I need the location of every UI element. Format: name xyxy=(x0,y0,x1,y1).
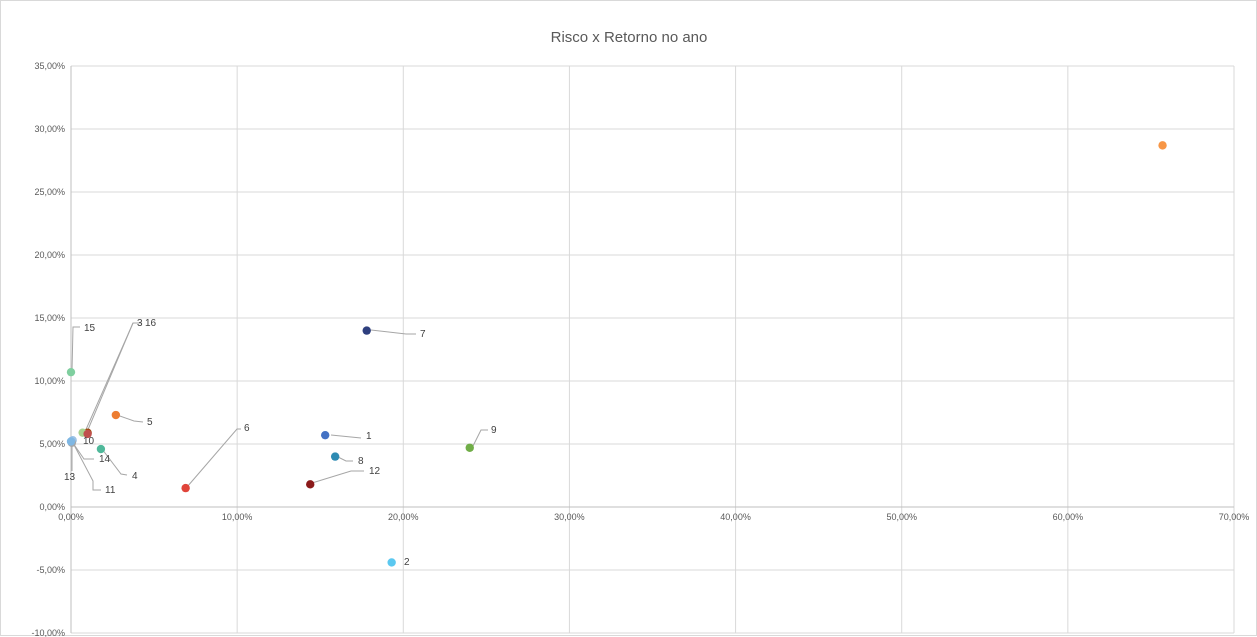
y-tick-label: 5,00% xyxy=(39,439,65,449)
leader-line xyxy=(311,470,364,484)
x-tick-label: 50,00% xyxy=(886,512,917,522)
x-tick-label: 10,00% xyxy=(222,512,253,522)
data-label: 10 xyxy=(83,436,95,447)
leader-lines xyxy=(71,322,488,491)
data-label: 9 xyxy=(491,425,497,436)
data-point xyxy=(66,367,76,377)
chart-title: Risco x Retorno no ano xyxy=(551,29,708,46)
y-tick-label: 35,00% xyxy=(34,61,65,71)
x-tick-label: 40,00% xyxy=(720,512,751,522)
leader-line xyxy=(72,442,94,460)
data-point xyxy=(181,483,190,493)
y-tick-label: 20,00% xyxy=(34,250,65,260)
data-label: 13 xyxy=(64,472,76,483)
y-tick-label: 30,00% xyxy=(34,124,65,134)
data-label: 5 xyxy=(147,417,153,428)
data-point xyxy=(362,326,371,335)
y-tick-label: 0,00% xyxy=(39,502,65,512)
data-label: 11 xyxy=(105,485,116,496)
x-tick-label: 70,00% xyxy=(1219,512,1250,522)
data-label: 15 xyxy=(84,323,96,334)
x-tick-label: 0,00% xyxy=(58,512,84,522)
leader-line xyxy=(116,414,144,423)
y-tick-label: 15,00% xyxy=(34,313,65,323)
data-points xyxy=(66,141,1167,567)
x-tick-label: 20,00% xyxy=(388,512,419,522)
data-label: 1 xyxy=(366,431,372,442)
x-tick-label: 30,00% xyxy=(554,512,585,522)
data-label: 2 xyxy=(404,557,410,568)
leader-line xyxy=(186,428,241,488)
leader-line xyxy=(370,329,416,335)
data-point xyxy=(111,410,121,420)
x-tick-label: 60,00% xyxy=(1053,512,1084,522)
data-point xyxy=(320,430,330,440)
leader-line xyxy=(101,448,128,476)
data-point xyxy=(83,429,92,439)
tick-labels: -10,00%-5,00%0,00%5,00%10,00%15,00%20,00… xyxy=(31,61,1249,637)
data-label: 12 xyxy=(369,466,381,477)
y-tick-label: -5,00% xyxy=(36,565,65,575)
data-label: 3 xyxy=(137,318,143,329)
data-label: 6 xyxy=(244,423,250,434)
leader-line xyxy=(71,326,80,372)
leader-line xyxy=(83,322,141,435)
data-label: 14 xyxy=(99,454,111,465)
data-point xyxy=(1158,141,1167,150)
data-label: 16 xyxy=(145,318,157,329)
y-tick-label: 25,00% xyxy=(34,187,65,197)
data-point xyxy=(465,443,474,452)
leader-line xyxy=(335,455,353,462)
y-tick-label: -10,00% xyxy=(31,628,65,637)
data-point xyxy=(66,437,76,446)
leader-line xyxy=(72,442,101,491)
gridlines xyxy=(70,65,1235,634)
leader-line xyxy=(472,429,488,447)
y-tick-label: 10,00% xyxy=(34,376,65,386)
data-label: 4 xyxy=(132,471,138,482)
data-point xyxy=(306,480,315,489)
data-label: 7 xyxy=(420,329,426,340)
data-point xyxy=(96,444,106,454)
data-label: 8 xyxy=(358,456,364,467)
leader-line xyxy=(330,434,362,439)
data-point xyxy=(330,452,340,461)
data-point xyxy=(387,558,396,567)
